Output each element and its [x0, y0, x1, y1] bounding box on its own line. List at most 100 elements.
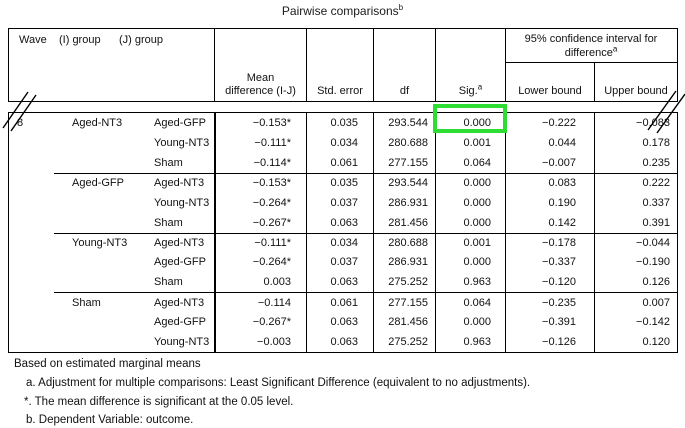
j-group-cell: Young-NT3 — [154, 196, 210, 209]
wave-cell — [9, 173, 54, 193]
wave-cell — [9, 153, 54, 173]
std-error-cell: 0.063 — [306, 212, 373, 233]
footnote-b: b. Dependent Variable: outcome. — [26, 414, 194, 426]
sig-cell: 0.000 — [435, 192, 505, 213]
mean-difference-cell: −0.267* — [214, 312, 306, 333]
sig-cell: 0.000 — [435, 172, 505, 193]
wave-cell — [9, 292, 54, 312]
header-upper-bound: Upper bound — [604, 85, 668, 97]
header-std-error: Std. error — [317, 85, 363, 97]
upper-bound-cell: 0.007 — [594, 292, 677, 313]
j-group-cell: Young-NT3 — [154, 136, 210, 149]
lower-bound-cell: 0.083 — [505, 172, 594, 193]
mean-difference-cell: −0.111* — [214, 132, 306, 153]
table-row: Young-NT3 −0.111* 0.034 280.688 0.001 0.… — [9, 132, 677, 153]
j-group-cell: Aged-NT3 — [153, 172, 214, 193]
header-divider — [306, 29, 307, 101]
wave-cell: 8 — [17, 116, 24, 129]
table-row: Aged-GFP Aged-NT3 −0.153* 0.035 293.544 … — [9, 172, 677, 193]
header-confidence-interval: 95% confidence interval for differencea — [505, 29, 677, 63]
std-error-cell: 0.035 — [306, 172, 373, 193]
header-divider — [214, 29, 215, 101]
df-cell: 280.688 — [373, 132, 435, 153]
table-row: 8 Aged-NT3 Aged-GFP −0.153* 0.035 293.54… — [9, 113, 677, 133]
i-group-cell: Sham — [54, 292, 153, 312]
header-ci-line1: 95% confidence interval for — [524, 33, 658, 45]
highlight-box-sig-value — [433, 104, 507, 133]
mean-difference-cell: −0.003 — [214, 332, 306, 353]
header-divider — [505, 29, 506, 101]
table-row: Young-NT3 −0.264* 0.037 286.931 0.000 0.… — [9, 192, 677, 213]
sig-cell: 0.963 — [435, 332, 505, 353]
footnote-asterisk: *. The mean difference is significant at… — [24, 396, 294, 408]
wave-cell — [9, 332, 54, 352]
mean-difference-cell: −0.264* — [214, 192, 306, 213]
std-error-cell: 0.037 — [306, 192, 373, 213]
j-group-cell: Sham — [154, 156, 183, 169]
j-group-cell: Sham — [154, 216, 183, 229]
i-group-cell — [54, 133, 153, 153]
sig-cell: 0.001 — [435, 132, 505, 153]
i-group-cell — [54, 252, 153, 272]
table-title-superscript: b — [398, 3, 404, 12]
upper-bound-cell: 0.178 — [594, 132, 677, 153]
upper-bound-cell: 0.235 — [594, 152, 677, 173]
j-group-cell: Aged-GFP — [154, 316, 206, 329]
i-group-cell — [54, 213, 153, 233]
table-row: Sham −0.114* 0.061 277.155 0.064 −0.007 … — [9, 152, 677, 173]
lower-bound-cell: −0.126 — [505, 332, 594, 353]
j-group-cell: Aged-GFP — [154, 116, 206, 129]
lower-bound-cell: −0.007 — [505, 152, 594, 173]
header-divider — [373, 29, 374, 101]
table-body: 8 Aged-NT3 Aged-GFP −0.153* 0.035 293.54… — [8, 112, 678, 353]
std-error-cell: 0.034 — [306, 232, 373, 253]
upper-bound-cell: 0.222 — [594, 172, 677, 193]
lower-bound-cell: −0.178 — [505, 232, 594, 253]
lower-bound-cell: −0.120 — [505, 272, 594, 293]
std-error-cell: 0.035 — [306, 113, 373, 133]
table-header: Wave (I) group (J) group 95% confidence … — [8, 28, 678, 102]
j-group-cell: Aged-GFP — [154, 256, 206, 269]
upper-bound-cell: −0.142 — [594, 312, 677, 333]
header-mean-difference-line2: difference (I-J) — [225, 85, 296, 97]
df-cell: 293.544 — [373, 113, 435, 133]
sig-cell: 0.000 — [435, 212, 505, 233]
mean-difference-cell: −0.153* — [214, 172, 306, 193]
i-group-cell — [54, 272, 153, 292]
header-wave: Wave — [19, 34, 47, 46]
mean-difference-cell: −0.111* — [214, 232, 306, 253]
std-error-cell: 0.061 — [306, 152, 373, 173]
sig-cell: 0.064 — [435, 152, 505, 173]
j-group-cell: Aged-NT3 — [153, 232, 214, 253]
header-sig: Sig.a — [436, 82, 505, 98]
header-sig-superscript: a — [477, 82, 483, 92]
j-group-cell: Sham — [154, 276, 183, 289]
header-i-group: (I) group — [59, 34, 101, 46]
df-cell: 277.155 — [373, 152, 435, 173]
df-cell: 286.931 — [373, 252, 435, 273]
header-lower-bound: Lower bound — [518, 85, 582, 97]
mean-difference-cell: −0.114 — [214, 292, 306, 313]
sig-cell: 0.963 — [435, 272, 505, 293]
i-group-cell: Aged-GFP — [54, 172, 153, 193]
table-row: Sham Aged-NT3 −0.114 0.061 277.155 0.064… — [9, 292, 677, 313]
df-cell: 277.155 — [373, 292, 435, 313]
j-group-cell: Young-NT3 — [154, 336, 210, 349]
df-cell: 286.931 — [373, 192, 435, 213]
df-cell: 293.544 — [373, 172, 435, 193]
wave-cell — [9, 312, 54, 332]
df-cell: 281.456 — [373, 212, 435, 233]
header-mean-difference: Mean difference (I-J) — [215, 72, 306, 98]
upper-bound-cell: 0.391 — [594, 212, 677, 233]
table-title: Pairwise comparisonsb — [0, 3, 685, 19]
j-group-cell: Aged-NT3 — [153, 292, 214, 312]
sig-cell: 0.000 — [435, 252, 505, 273]
i-group-cell: Aged-NT3 — [72, 116, 123, 129]
upper-bound-cell: 0.337 — [594, 192, 677, 213]
lower-bound-cell: −0.222 — [505, 113, 594, 133]
table-row: Aged-GFP −0.267* 0.063 281.456 0.000 −0.… — [9, 312, 677, 333]
i-group-cell — [54, 332, 153, 352]
footnote-based-on: Based on estimated marginal means — [14, 358, 201, 370]
std-error-cell: 0.063 — [306, 312, 373, 333]
